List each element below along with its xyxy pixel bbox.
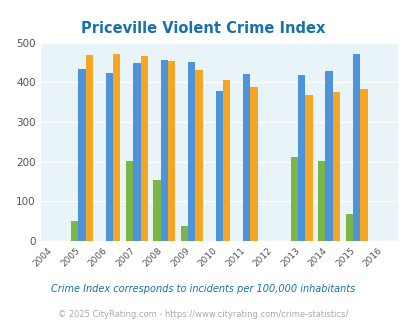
Bar — [222, 80, 230, 241]
Bar — [153, 180, 160, 241]
Bar — [352, 53, 360, 241]
Bar — [168, 61, 175, 241]
Bar — [305, 95, 312, 241]
Bar — [126, 160, 133, 241]
Bar — [180, 226, 188, 241]
Text: Crime Index corresponds to incidents per 100,000 inhabitants: Crime Index corresponds to incidents per… — [51, 284, 354, 294]
Bar — [250, 87, 257, 241]
Text: Priceville Violent Crime Index: Priceville Violent Crime Index — [81, 21, 324, 36]
Bar — [325, 71, 332, 241]
Bar — [113, 53, 120, 241]
Bar — [133, 63, 140, 241]
Bar — [290, 157, 297, 241]
Bar — [345, 214, 352, 241]
Bar — [85, 55, 93, 241]
Bar — [105, 73, 113, 241]
Text: © 2025 CityRating.com - https://www.cityrating.com/crime-statistics/: © 2025 CityRating.com - https://www.city… — [58, 310, 347, 319]
Bar — [215, 91, 222, 241]
Bar — [360, 89, 367, 241]
Bar — [140, 56, 147, 241]
Bar — [160, 60, 168, 241]
Bar — [332, 92, 339, 241]
Bar — [195, 70, 202, 241]
Bar — [70, 221, 78, 241]
Bar — [297, 75, 305, 241]
Bar — [243, 74, 250, 241]
Bar — [78, 69, 85, 241]
Bar — [317, 161, 325, 241]
Bar — [188, 62, 195, 241]
